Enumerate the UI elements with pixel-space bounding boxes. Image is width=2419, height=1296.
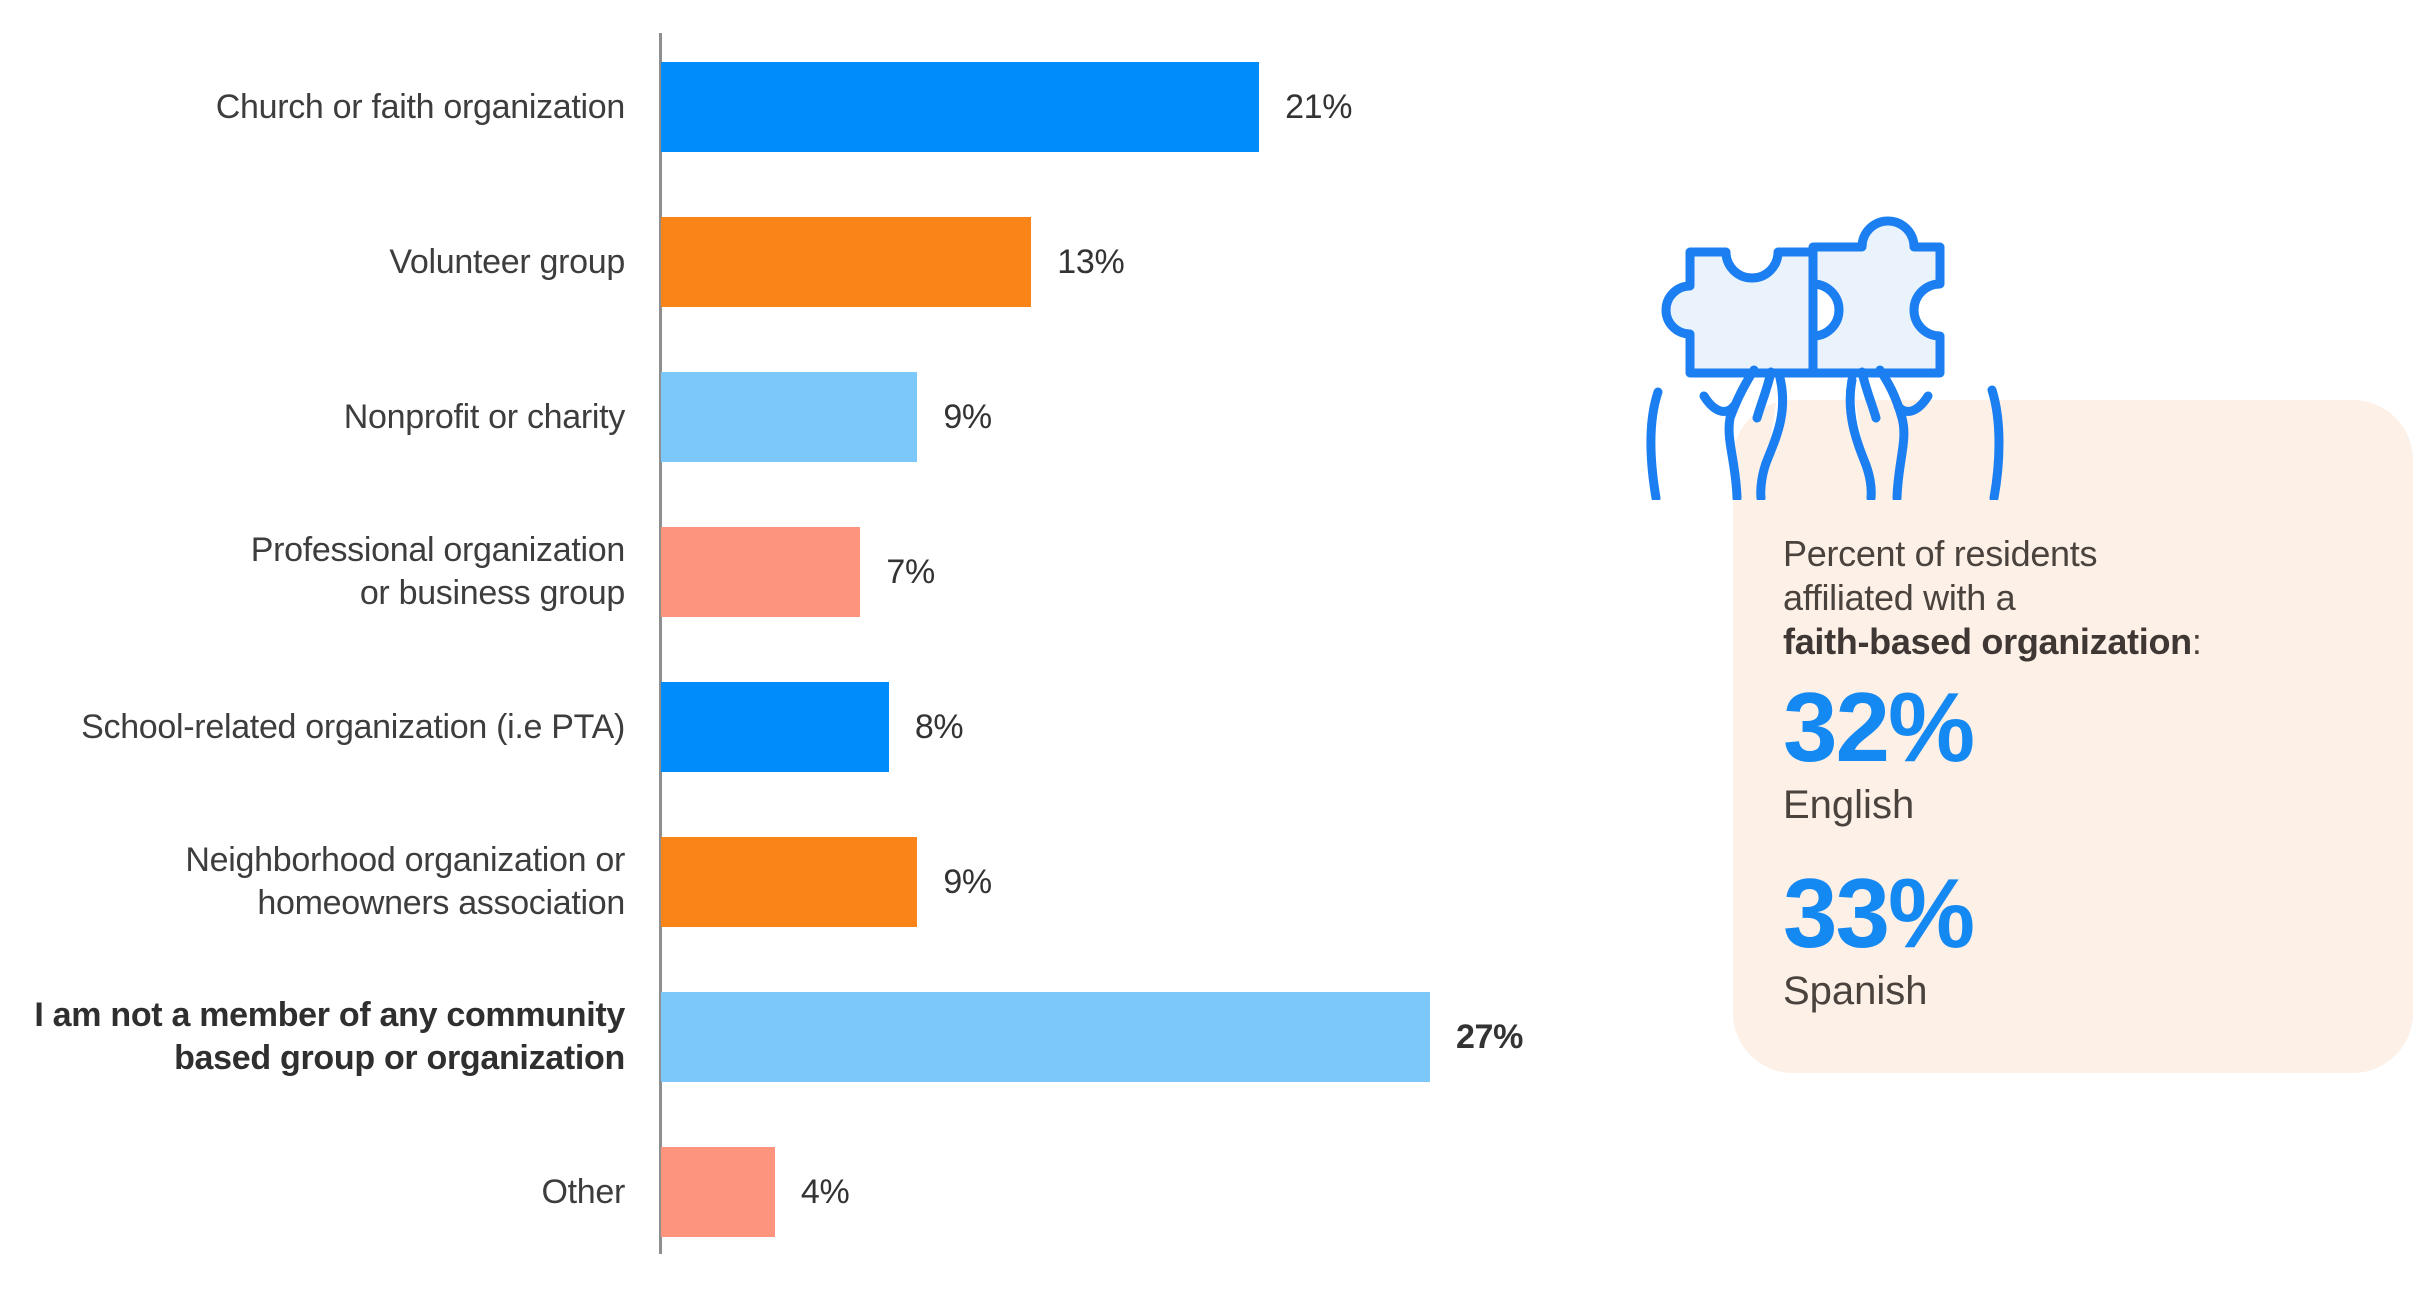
puzzle-piece-right <box>1808 216 1945 378</box>
bar-row: Neighborhood organization or homeowners … <box>0 837 1500 927</box>
bar <box>661 837 918 927</box>
category-label: Nonprofit or charity <box>343 397 626 436</box>
faith-affiliation-card: Percent of residents affiliated with a fai… <box>1733 400 2413 1073</box>
stat: 32% English <box>1783 678 2373 828</box>
right-hand <box>1845 365 2004 500</box>
category-label: Church or faith organization <box>215 87 626 126</box>
bar-row: Volunteer group 13% <box>0 217 1500 307</box>
value-label: 21% <box>1285 87 1353 126</box>
bar-row: Nonprofit or charity 9% <box>0 372 1500 462</box>
category-label: School-related organization (i.e PTA) <box>81 707 625 746</box>
bar <box>661 527 861 617</box>
value-label: 9% <box>943 862 992 901</box>
value-label: 27% <box>1455 1017 1524 1056</box>
bar-row: Church or faith organization 21% <box>0 62 1500 152</box>
community-groups-bar-chart: Church or faith organization 21% Volunteer… <box>0 33 1523 1254</box>
stats-container: 32% English 33% Spanish <box>1783 678 2373 1014</box>
card-lead-suffix: : <box>2191 621 2202 662</box>
value-label: 8% <box>914 707 964 746</box>
value-label: 13% <box>1057 242 1125 281</box>
bar <box>661 682 889 772</box>
card-lead-text: Percent of residents affiliated with a fai… <box>1783 532 2373 664</box>
bar <box>661 217 1032 307</box>
card-lead-line-2: affiliated with a <box>1783 577 2016 618</box>
category-label: Neighborhood organization or homeowners … <box>185 841 625 922</box>
value-label: 9% <box>943 397 992 436</box>
stat-value: 32% <box>1783 672 1975 782</box>
bar-row: School-related organization (i.e PTA) 8% <box>0 682 1500 772</box>
bar-row: Other 4% <box>0 1147 1500 1237</box>
y-axis-line <box>659 33 662 1254</box>
faith-affiliation-card-content: Percent of residents affiliated with a fai… <box>1783 532 2373 1014</box>
left-hand <box>1646 365 1788 500</box>
bar <box>661 62 1260 152</box>
bar <box>661 1147 775 1237</box>
category-label: Professional organization or business gr… <box>250 531 626 612</box>
bar <box>661 372 918 462</box>
bar <box>661 992 1430 1082</box>
stat-value: 33% <box>1783 858 1975 968</box>
puzzle-piece-left <box>1661 247 1818 378</box>
category-label: Volunteer group <box>389 242 625 281</box>
bar-row: I am not a member of any community based… <box>0 992 1523 1082</box>
value-label: 7% <box>886 552 935 591</box>
category-label: Other <box>541 1172 625 1211</box>
stat: 33% Spanish <box>1783 864 2373 1014</box>
card-lead-line-1: Percent of residents <box>1783 533 2098 574</box>
card-lead-bold: faith-based organization <box>1783 621 2192 662</box>
hands-holding-puzzle-icon <box>1640 200 2080 500</box>
category-label: I am not a member of any community based… <box>34 996 625 1077</box>
stat-label: Spanish <box>1783 969 1928 1013</box>
bar-row: Professional organization or business gr… <box>0 527 1500 617</box>
stat-label: English <box>1783 783 1915 827</box>
value-label: 4% <box>800 1172 850 1211</box>
